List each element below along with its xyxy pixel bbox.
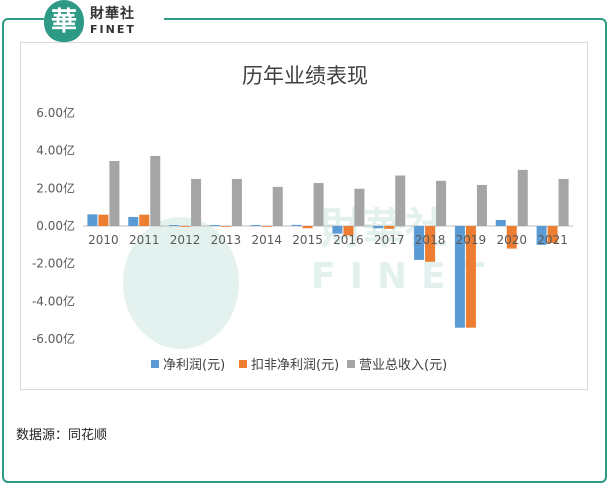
bar-2020-series-3 xyxy=(517,169,528,226)
y-tick-label: -4.00亿 xyxy=(32,293,75,308)
x-tick-label: 2018 xyxy=(415,233,446,247)
x-tick-label: 2019 xyxy=(456,233,487,247)
bar-2019-series-3 xyxy=(476,184,487,226)
bar-2013-series-2 xyxy=(220,226,231,227)
bar-chart: 財華社 FINET 历年业绩表现 6.00亿4.00亿2.00亿0.00亿-2.… xyxy=(32,64,573,373)
y-tick-label: 4.00亿 xyxy=(36,143,75,158)
legend-swatch xyxy=(347,360,355,368)
chart-panel: 財華社 FINET 历年业绩表现 6.00亿 4.00亿 2.00亿 0.00亿 -2.… xyxy=(20,42,588,390)
x-tick-label: 2015 xyxy=(292,233,323,247)
x-tick-label: 2020 xyxy=(496,233,527,247)
bar-2021-series-2 xyxy=(547,226,558,243)
x-tick-label: 2017 xyxy=(374,233,405,247)
bar-2021-series-1 xyxy=(536,226,547,245)
bar-2019-series-2 xyxy=(465,226,476,328)
bar-2020-series-2 xyxy=(506,226,517,249)
finet-seal-icon: 華 xyxy=(44,0,84,42)
y-tick-label: 0.00亿 xyxy=(36,218,75,233)
bar-2010-series-2 xyxy=(98,214,109,226)
x-tick-label: 2014 xyxy=(251,233,282,247)
bar-2016-series-1 xyxy=(332,226,343,234)
bar-2011-series-1 xyxy=(128,216,139,226)
bar-2016-series-3 xyxy=(354,188,365,226)
x-tick-label: 2012 xyxy=(170,233,201,247)
legend-swatch xyxy=(239,360,247,368)
bar-2016-series-2 xyxy=(343,226,354,236)
bar-2014-series-3 xyxy=(272,186,283,226)
chart-title: 历年业绩表现 xyxy=(242,64,368,88)
y-tick-label: -6.00亿 xyxy=(32,331,75,346)
bar-2018-series-3 xyxy=(436,180,447,226)
bar-2015-series-2 xyxy=(302,226,313,229)
bar-2013-series-1 xyxy=(209,225,220,226)
bar-2017-series-2 xyxy=(384,226,395,229)
bar-2018-series-1 xyxy=(414,226,425,260)
y-tick-label: -2.00亿 xyxy=(32,256,75,271)
bar-2017-series-3 xyxy=(395,175,406,226)
finet-seal-glyph: 華 xyxy=(51,7,77,37)
legend-label: 扣非净利润(元) xyxy=(251,358,339,373)
bar-2011-series-3 xyxy=(150,155,161,226)
bar-2010-series-1 xyxy=(87,214,98,226)
logo-text-cn: 財華社 xyxy=(90,6,135,22)
data-source-note: 数据源：同花顺 xyxy=(16,428,108,443)
bar-2012-series-2 xyxy=(180,226,191,227)
x-tick-label: 2011 xyxy=(129,233,160,247)
x-tick-label: 2013 xyxy=(211,233,242,247)
y-tick-label: 6.00亿 xyxy=(36,105,75,120)
x-tick-label: 2010 xyxy=(88,233,119,247)
bar-2014-series-2 xyxy=(261,226,272,227)
bar-2012-series-1 xyxy=(169,225,180,226)
bar-2012-series-3 xyxy=(191,178,202,226)
legend-label: 净利润(元) xyxy=(163,358,225,373)
bar-2019-series-1 xyxy=(454,226,465,328)
x-tick-label: 2021 xyxy=(537,233,568,247)
bar-2015-series-1 xyxy=(291,224,302,226)
bar-2014-series-1 xyxy=(250,225,261,226)
bar-2017-series-1 xyxy=(373,226,384,229)
logo-text-en: FINET xyxy=(90,23,136,36)
bar-2020-series-1 xyxy=(495,219,506,226)
legend-label: 营业总收入(元) xyxy=(359,358,447,373)
bar-2021-series-3 xyxy=(558,178,569,226)
bar-2010-series-3 xyxy=(109,161,120,226)
y-tick-label: 2.00亿 xyxy=(36,180,75,195)
bar-2018-series-2 xyxy=(425,226,436,262)
x-tick-label: 2016 xyxy=(333,233,364,247)
bar-2015-series-3 xyxy=(313,183,324,226)
bar-2013-series-3 xyxy=(231,178,242,226)
bar-2011-series-2 xyxy=(139,214,150,226)
finet-logo: 華 財華社 FINET xyxy=(44,0,164,42)
legend-swatch xyxy=(151,360,159,368)
